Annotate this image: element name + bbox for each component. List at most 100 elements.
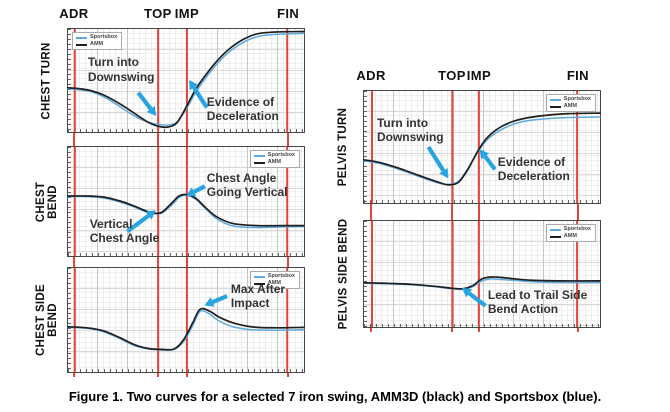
event-line-top bbox=[157, 268, 160, 372]
legend-entry: AMM bbox=[549, 103, 591, 109]
legend: Sportsbox AMM bbox=[545, 224, 596, 242]
annotation-arrow-head bbox=[186, 187, 197, 197]
curve-sportsbox bbox=[67, 32, 305, 126]
legend-label: AMM bbox=[267, 280, 281, 286]
annotation-arrow-shaft bbox=[126, 213, 150, 234]
event-line-imp bbox=[477, 221, 480, 327]
legend: Sportsbox AMM bbox=[545, 94, 596, 112]
chest-bend-panel: Sportsbox AMM Chest Angle Going Vertical Ver… bbox=[35, 146, 305, 257]
y-axis-label: PELVIS TURN bbox=[337, 107, 350, 187]
event-line-adr bbox=[370, 90, 373, 332]
annotation-arrow-shaft bbox=[136, 91, 153, 111]
annotation-text: Max After Impact bbox=[230, 281, 286, 311]
event-label-top: TOP bbox=[438, 68, 466, 83]
annotation-arrow-shaft bbox=[211, 294, 228, 304]
pelvis-turn-panel: Sportsbox AMM Turn into Downswing Evidence o… bbox=[337, 90, 601, 204]
annotation-arrow-head bbox=[461, 287, 473, 298]
legend-entry: Sportsbox bbox=[549, 226, 591, 232]
legend-entry: AMM bbox=[253, 280, 295, 286]
annotation-arrow-shaft bbox=[426, 145, 446, 172]
event-label-fin: FIN bbox=[566, 68, 589, 83]
event-line-fin bbox=[286, 29, 289, 132]
legend: Sportsbox AMM bbox=[72, 32, 123, 50]
legend-swatch bbox=[549, 98, 561, 101]
panel-plot bbox=[67, 29, 305, 132]
legend-entry: Sportsbox bbox=[76, 34, 117, 40]
chest-turn-panel: Sportsbox AMM Turn into Downswing Evidence o… bbox=[41, 28, 305, 133]
curve-amm bbox=[363, 276, 601, 290]
legend-swatch bbox=[76, 43, 87, 46]
legend-swatch bbox=[253, 161, 265, 164]
event-lines-right-column: ADR TOP IMP FIN bbox=[356, 68, 601, 332]
y-axis-label-wrap: CHEST BEND bbox=[31, 147, 63, 256]
event-line-imp bbox=[185, 268, 188, 372]
event-line-imp bbox=[185, 147, 188, 256]
annotation-text: Turn into Downswing bbox=[87, 55, 155, 84]
legend: Sportsbox AMM bbox=[249, 271, 300, 289]
pelvis-side-bend-panel: Sportsbox AMM Lead to Trail Side Bend Actio… bbox=[337, 219, 601, 329]
event-line-imp bbox=[477, 91, 480, 203]
event-label-adr: ADR bbox=[356, 68, 386, 83]
y-axis-label: CHEST SIDE BEND bbox=[35, 283, 60, 357]
event-line-top bbox=[157, 29, 160, 132]
event-line-adr bbox=[73, 268, 76, 372]
annotation-text: Vertical Chest Angle bbox=[89, 216, 160, 246]
annotation-text: Chest Angle Going Vertical bbox=[206, 170, 288, 200]
legend-swatch bbox=[253, 282, 265, 285]
annotation-arrow-shaft bbox=[192, 86, 209, 109]
annotation-text: Evidence of Deceleration bbox=[497, 154, 570, 184]
legend-label: AMM bbox=[267, 159, 281, 165]
y-axis-label: CHEST TURN bbox=[41, 41, 53, 120]
figure-caption: Figure 1. Two curves for a selected 7 ir… bbox=[68, 389, 602, 404]
event-line-adr bbox=[73, 147, 76, 256]
curve-sportsbox bbox=[67, 194, 305, 229]
legend-label: Sportsbox bbox=[563, 226, 591, 232]
legend-swatch bbox=[549, 105, 561, 108]
event-line-fin bbox=[286, 268, 289, 372]
event-line-fin bbox=[576, 90, 579, 332]
y-axis-label-wrap: CHEST SIDE BEND bbox=[31, 268, 63, 372]
event-label-imp: IMP bbox=[174, 6, 200, 21]
event-line-adr bbox=[371, 91, 373, 203]
legend-entry: AMM bbox=[549, 233, 591, 239]
event-line-top bbox=[451, 91, 454, 203]
legend: Sportsbox AMM bbox=[249, 150, 300, 168]
legend-label: AMM bbox=[90, 41, 104, 47]
y-axis-label: PELVIS SIDE BEND bbox=[337, 218, 350, 330]
y-axis-label-wrap: PELVIS SIDE BEND bbox=[327, 218, 359, 330]
event-line-top bbox=[451, 90, 453, 332]
legend-swatch bbox=[549, 235, 561, 238]
legend-entry: Sportsbox bbox=[549, 96, 591, 102]
legend-swatch bbox=[549, 228, 561, 231]
legend-entry: Sportsbox bbox=[253, 273, 295, 279]
legend-entry: AMM bbox=[76, 41, 117, 47]
legend-label: AMM bbox=[563, 103, 577, 109]
annotation-arrow-head bbox=[204, 297, 215, 307]
legend-swatch bbox=[253, 275, 265, 278]
legend-label: Sportsbox bbox=[267, 273, 295, 279]
legend-label: AMM bbox=[563, 233, 577, 239]
event-label-imp: IMP bbox=[466, 68, 492, 83]
event-line-adr bbox=[73, 29, 76, 132]
annotation-arrow-head bbox=[479, 149, 490, 160]
legend-label: Sportsbox bbox=[563, 96, 591, 102]
event-line-top bbox=[451, 221, 454, 327]
annotation-arrow-shaft bbox=[483, 155, 497, 171]
chest-side-bend-panel: Sportsbox AMM Max After Impact CHEST SIDE BEN… bbox=[35, 267, 305, 373]
legend-swatch bbox=[76, 36, 87, 39]
panel-plot bbox=[67, 147, 305, 256]
event-line-imp bbox=[477, 90, 480, 332]
event-line-top bbox=[157, 147, 160, 256]
annotation-arrow-head bbox=[146, 105, 157, 116]
legend-swatch bbox=[253, 154, 265, 157]
event-label-top: TOP bbox=[144, 6, 172, 21]
event-line-fin bbox=[576, 221, 579, 327]
event-label-adr: ADR bbox=[59, 6, 89, 21]
annotation-text: Evidence of Deceleration bbox=[206, 94, 279, 124]
annotation-text: Turn into Downswing bbox=[376, 115, 444, 145]
curve-amm bbox=[363, 112, 601, 186]
legend-entry: AMM bbox=[253, 159, 295, 165]
annotation-arrow-head bbox=[439, 168, 449, 179]
y-axis-label-wrap: CHEST TURN bbox=[31, 29, 63, 132]
